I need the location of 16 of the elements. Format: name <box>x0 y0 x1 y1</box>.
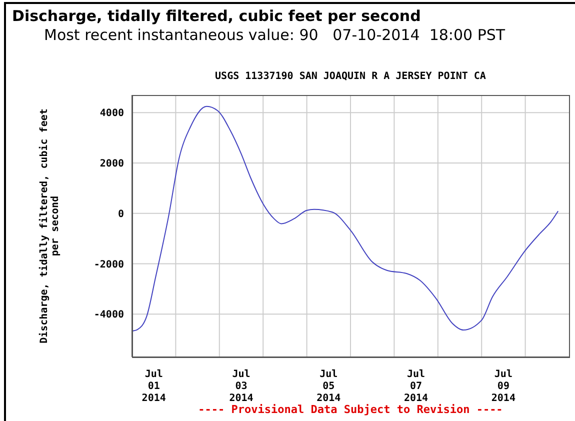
line-series <box>132 106 559 332</box>
y-tick-label: 2000 <box>100 158 124 170</box>
y-tick-label: 4000 <box>100 108 124 120</box>
x-tick-label: Jul 03 2014 <box>229 369 254 404</box>
y-tick-label: -4000 <box>94 310 124 321</box>
x-tick-label: Jul 09 2014 <box>491 369 516 404</box>
chart-subtitle: Most recent instantaneous value: 90 07-10-2014 18:00 PST <box>44 26 506 44</box>
y-tick-label: -2000 <box>94 259 124 270</box>
text: ---- Provisional Data Subject to Revision ---- <box>197 403 504 416</box>
text: USGS 11337190 SAN JOAQUIN R A JERSEY POINT CA <box>214 71 487 82</box>
x-tick-label: Jul 05 2014 <box>316 369 341 404</box>
x-tick-label: Jul 07 2014 <box>404 369 428 404</box>
y-axis-title: Discharge, tidally filtered, cubic feet per second <box>38 108 61 344</box>
chart-title: Discharge, tidally filtered, cubic feet per second <box>12 7 421 25</box>
y-tick-label: 0 <box>118 208 124 220</box>
x-tick-label: Jul 01 2014 <box>142 369 166 404</box>
